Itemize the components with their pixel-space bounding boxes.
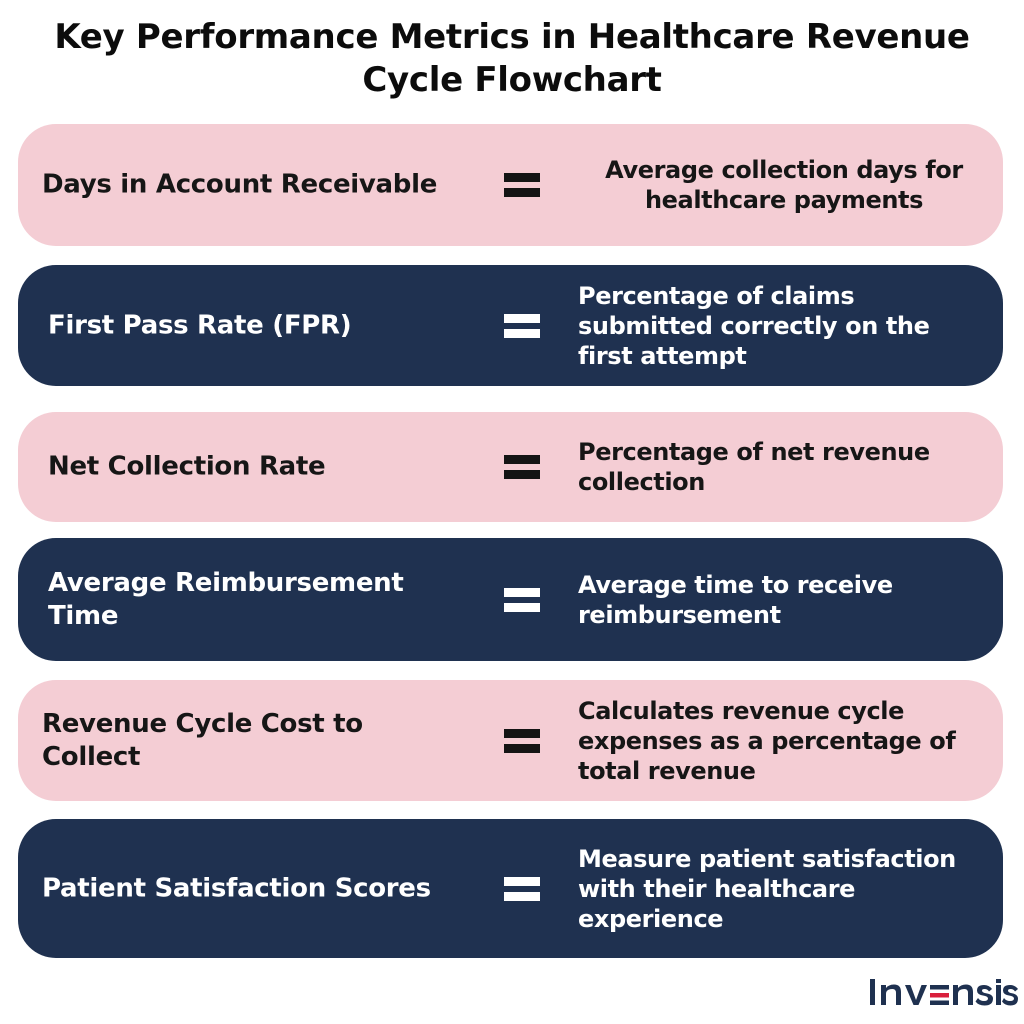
metric-label: Revenue Cycle Cost to Collect xyxy=(42,708,363,772)
invensis-logo xyxy=(868,972,1018,1012)
metric-description: Average collection days for healthcare p… xyxy=(605,156,963,214)
metric-description: Average time to receive reimbursement xyxy=(578,570,893,629)
equals-icon xyxy=(504,313,540,338)
equals-icon xyxy=(504,587,540,612)
metric-label: Average Reimbursement Time xyxy=(48,567,404,631)
metric-label: Days in Account Receivable xyxy=(42,169,438,200)
equals-icon xyxy=(504,728,540,753)
metric-label: Patient Satisfaction Scores xyxy=(42,873,431,903)
metric-label: First Pass Rate (FPR) xyxy=(48,310,352,340)
metric-description: Calculates revenue cycle expenses as a p… xyxy=(578,696,956,785)
metric-row-cost-to-collect: Revenue Cycle Cost to Collect Calculates… xyxy=(18,680,1003,801)
metric-row-days-in-ar: Days in Account Receivable Average colle… xyxy=(18,124,1003,246)
metric-row-average-reimbursement-time: Average Reimbursement Time Average time … xyxy=(18,538,1003,661)
equals-icon xyxy=(504,876,540,901)
metric-label: Net Collection Rate xyxy=(48,451,326,482)
metric-description: Measure patient satisfaction with their … xyxy=(578,844,956,933)
metric-row-net-collection-rate: Net Collection Rate Percentage of net re… xyxy=(18,412,1003,522)
metric-row-first-pass-rate: First Pass Rate (FPR) Percentage of clai… xyxy=(18,265,1003,386)
page-title: Key Performance Metrics in Healthcare Re… xyxy=(54,17,970,100)
metric-row-patient-satisfaction: Patient Satisfaction Scores Measure pati… xyxy=(18,819,1003,958)
metric-description: Percentage of net revenue collection xyxy=(578,438,930,496)
equals-icon xyxy=(504,173,540,197)
metric-description: Percentage of claims submitted correctly… xyxy=(578,281,930,370)
equals-icon xyxy=(504,455,540,479)
